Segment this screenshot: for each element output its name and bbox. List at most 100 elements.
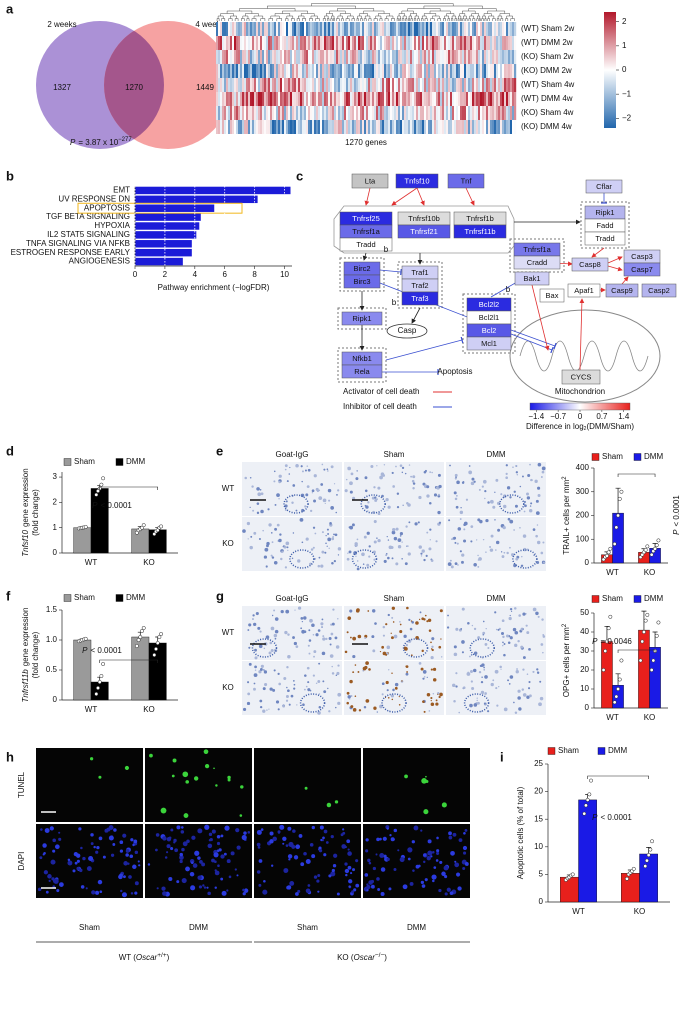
cell-nucleus xyxy=(388,669,390,671)
cell-nucleus xyxy=(517,639,520,643)
data-point xyxy=(642,630,646,634)
pathway-node-label: Tnfsf10 xyxy=(404,176,429,185)
heatmap-cell xyxy=(510,120,513,134)
heatmap-cell xyxy=(468,50,471,64)
fluorescence-image xyxy=(254,748,361,822)
cell-nucleus xyxy=(461,553,465,557)
cell-nucleus xyxy=(438,521,442,524)
cell-nucleus xyxy=(398,703,401,706)
dapi-nucleus xyxy=(132,864,137,870)
heatmap-cell xyxy=(446,78,449,92)
heatmap-cell xyxy=(288,64,291,78)
heatmap-cell xyxy=(356,36,359,50)
dapi-nucleus xyxy=(286,885,292,890)
dapi-nucleus xyxy=(287,826,292,831)
heatmap-cell xyxy=(278,120,281,134)
cell-nucleus xyxy=(424,469,428,473)
heatmap-cell xyxy=(414,78,417,92)
heatmap-cell xyxy=(326,64,329,78)
cell-nucleus xyxy=(376,711,378,713)
heatmap-cell xyxy=(390,106,393,120)
cell-nucleus xyxy=(431,637,435,641)
heatmap-cell xyxy=(448,106,451,120)
pathway-edge xyxy=(411,307,421,324)
heatmap-cell xyxy=(240,92,243,106)
data-point xyxy=(656,538,661,543)
cell-nucleus xyxy=(431,471,433,474)
heatmap-cell xyxy=(342,78,345,92)
dapi-nucleus xyxy=(366,883,369,886)
category-label: TNFA SIGNALING VIA NFKB xyxy=(26,239,130,248)
heatmap-cell xyxy=(264,50,267,64)
dapi-nucleus xyxy=(344,868,350,874)
cell-nucleus xyxy=(287,549,289,551)
pathway-edge xyxy=(490,278,520,298)
heatmap-cell xyxy=(278,50,281,64)
heatmap-cell xyxy=(472,22,475,36)
heatmap-cell xyxy=(426,64,429,78)
heatmap-cell xyxy=(388,64,391,78)
heatmap-cell xyxy=(426,36,429,50)
heatmap-cell xyxy=(234,36,237,50)
cell-nucleus xyxy=(453,645,457,649)
heatmap-cell xyxy=(406,120,409,134)
heatmap-cell xyxy=(476,78,479,92)
data-point xyxy=(138,635,143,639)
heatmap-cell xyxy=(360,64,363,78)
cell-nucleus xyxy=(371,635,375,639)
heatmap-cell xyxy=(258,78,261,92)
cell-nucleus xyxy=(430,655,434,660)
heatmap-cell xyxy=(236,120,239,134)
y-axis-label-part: Tnfrsf11b xyxy=(21,669,30,703)
heatmap-cell xyxy=(350,22,353,36)
cell-nucleus xyxy=(481,676,483,678)
cell-nucleus xyxy=(320,564,324,568)
dapi-nucleus xyxy=(99,890,103,894)
heatmap-cell xyxy=(442,50,445,64)
dapi-nucleus xyxy=(444,875,448,879)
cell-nucleus xyxy=(373,706,377,710)
pathway-edge xyxy=(364,187,371,206)
heatmap-cell xyxy=(260,50,263,64)
cell-nucleus xyxy=(258,644,263,649)
cell-nucleus xyxy=(350,694,353,697)
tissue-blob xyxy=(289,549,315,569)
heatmap-cell xyxy=(348,92,351,106)
category-label: ESTROGEN RESPONSE EARLY xyxy=(11,248,131,257)
heatmap-cell xyxy=(374,64,377,78)
cell-nucleus xyxy=(274,637,277,640)
heatmap-cell xyxy=(464,36,467,50)
heatmap-cell xyxy=(388,92,391,106)
heatmap-cell xyxy=(356,50,359,64)
heatmap-cell xyxy=(498,120,501,134)
heatmap-cell xyxy=(338,36,341,50)
heatmap-cell xyxy=(392,120,395,134)
cell-nucleus xyxy=(512,466,514,468)
cell-nucleus xyxy=(495,540,500,545)
cell-nucleus xyxy=(284,504,288,508)
heatmap-cell xyxy=(396,64,399,78)
cell-nucleus xyxy=(291,557,294,560)
heatmap-cell xyxy=(512,120,515,134)
dapi-nucleus xyxy=(88,855,94,862)
heatmap-cell xyxy=(456,92,459,106)
heatmap-cell xyxy=(426,92,429,106)
dapi-nucleus xyxy=(179,855,184,860)
heatmap-cell xyxy=(452,64,455,78)
cell-nucleus xyxy=(285,699,289,702)
heatmap-cell xyxy=(254,92,257,106)
cell-nucleus xyxy=(522,668,525,671)
cell-nucleus xyxy=(309,509,313,513)
heatmap-cell xyxy=(250,22,253,36)
heatmap-cell xyxy=(502,120,505,134)
cell-nucleus xyxy=(439,692,443,697)
heatmap-cell xyxy=(324,92,327,106)
cell-nucleus xyxy=(494,669,499,674)
pathway-node-label: Bax xyxy=(546,291,559,300)
cell-nucleus xyxy=(371,496,375,500)
heatmap-cell xyxy=(396,92,399,106)
cell-nucleus xyxy=(349,490,353,494)
cell-nucleus xyxy=(530,502,533,505)
heatmap-cell xyxy=(476,22,479,36)
